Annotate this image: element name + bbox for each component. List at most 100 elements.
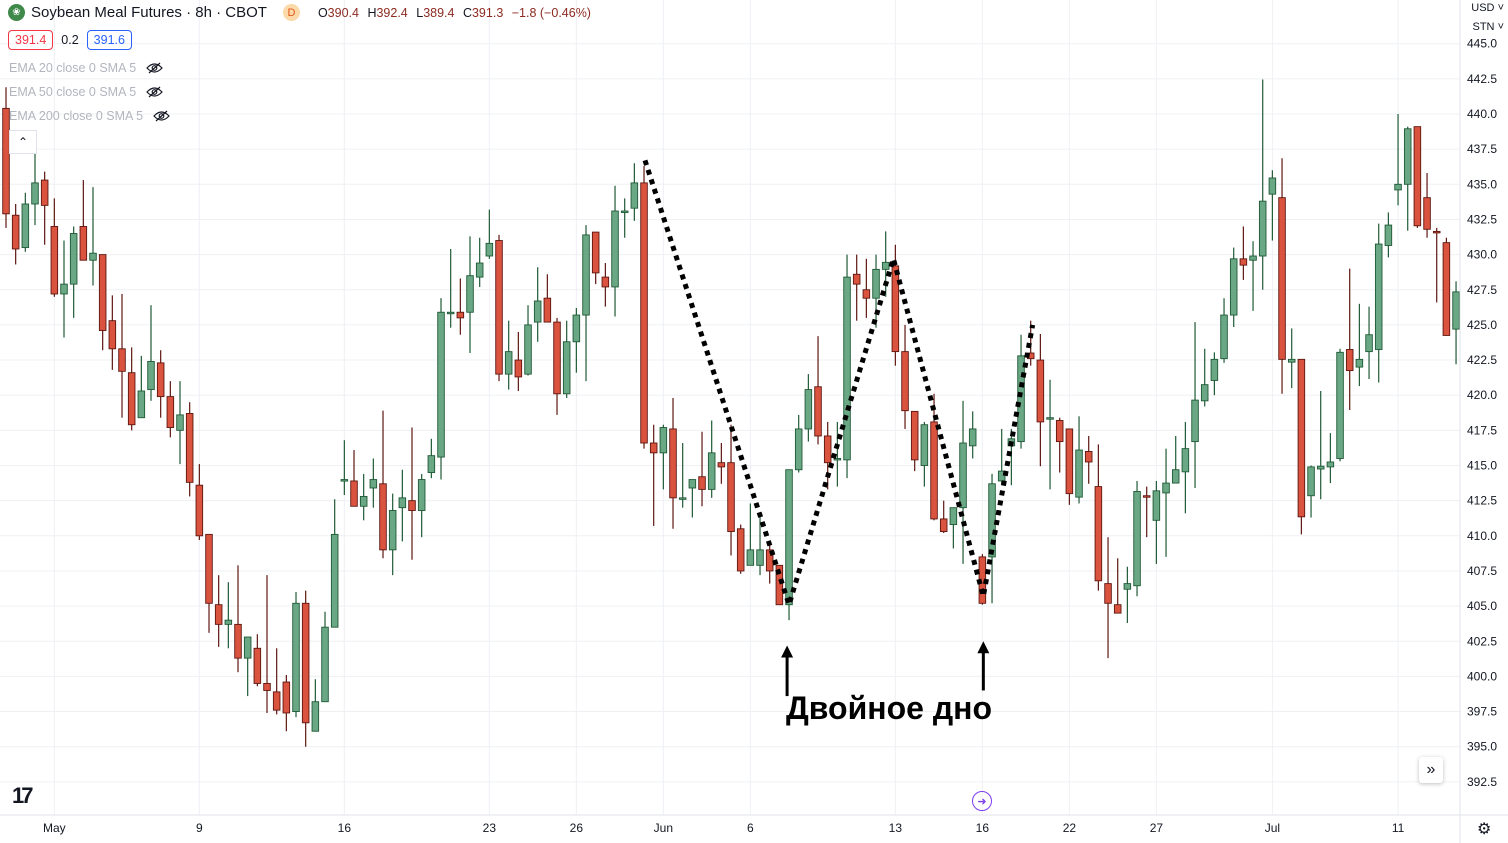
candle: [1017, 334, 1025, 449]
candle-body-down: [727, 462, 735, 533]
eye-off-icon[interactable]: [146, 62, 163, 74]
goto-realtime-icon[interactable]: ➜: [972, 791, 992, 811]
price-tick-label: 442.5: [1467, 72, 1497, 86]
candle-body-up: [1181, 448, 1190, 473]
candle-body-down: [263, 682, 271, 691]
eye-off-icon[interactable]: [153, 110, 170, 122]
candle: [1123, 566, 1132, 623]
candle: [437, 298, 445, 480]
candle: [176, 381, 184, 465]
candle: [504, 320, 513, 390]
candle: [118, 293, 126, 418]
candle-body-up: [833, 458, 842, 461]
candles: [2, 79, 1460, 747]
candle: [359, 473, 368, 521]
candle-body-up: [243, 636, 252, 659]
candle-body-up: [330, 533, 339, 628]
candle-body-up: [1287, 358, 1296, 363]
delay-badge[interactable]: D: [282, 4, 300, 21]
scroll-to-realtime-button[interactable]: »: [1419, 757, 1443, 783]
candle-body-down: [282, 681, 291, 714]
candle-body-up: [1046, 417, 1054, 420]
collapse-legend-button[interactable]: ⌃: [9, 130, 37, 154]
candle-body-down: [98, 254, 107, 331]
high-label: H: [367, 5, 377, 20]
candle-body-up: [1403, 128, 1412, 185]
candle-body-down: [1036, 359, 1045, 423]
candle: [1152, 480, 1161, 564]
price-tick-label: 395.0: [1467, 740, 1497, 754]
chevron-down-icon: ˅: [1497, 21, 1504, 33]
indicator-label: EMA 20 close 0 SMA 5: [9, 61, 137, 75]
candle-body-up: [340, 479, 349, 482]
candle: [398, 469, 407, 542]
candle: [272, 648, 281, 715]
candle: [843, 254, 851, 479]
candle: [930, 393, 938, 521]
eye-off-icon[interactable]: [146, 86, 163, 98]
candle-body-down: [408, 500, 416, 511]
candle: [11, 203, 20, 265]
indicator-ema50[interactable]: EMA 50 close 0 SMA 5: [9, 85, 163, 99]
candle-body-down: [253, 647, 262, 684]
candle-body-up: [794, 428, 803, 471]
price-tick-label: 430.0: [1467, 248, 1497, 262]
candle: [659, 424, 668, 490]
time-axis[interactable]: May 9 16 23 26 Jun 6 13 16 22 27 Jul 11: [43, 821, 1405, 835]
tradingview-logo[interactable]: 17: [12, 783, 34, 808]
candle: [698, 431, 706, 507]
candle-body-down: [543, 297, 552, 323]
buy-price-button[interactable]: 391.6: [86, 30, 132, 50]
candle-body-up: [504, 351, 513, 375]
candle-body-up: [1171, 469, 1180, 484]
candle: [1036, 334, 1045, 467]
indicator-ema200[interactable]: EMA 200 close 0 SMA 5: [9, 109, 170, 123]
candle-body-up: [1152, 490, 1161, 521]
candle-body-down: [1432, 230, 1441, 234]
price-tick-label: 420.0: [1467, 388, 1497, 402]
candle: [968, 411, 977, 459]
candle-body-up: [1336, 351, 1344, 459]
candle: [939, 500, 948, 533]
candle-body-up: [321, 626, 329, 703]
candle-body-down: [301, 602, 310, 724]
candle: [988, 473, 996, 604]
candle-body-down: [852, 273, 861, 285]
candle: [997, 428, 1006, 486]
candle: [524, 305, 532, 376]
price-tick-label: 425.0: [1467, 318, 1497, 332]
sell-price-button[interactable]: 391.4: [8, 30, 54, 50]
candle: [50, 198, 59, 297]
candle: [485, 209, 494, 259]
unit-dropdown[interactable]: STN ˅: [1473, 21, 1505, 33]
candle-body-up: [437, 311, 445, 458]
price-axis[interactable]: 445.0 442.5 440.0 437.5 435.0 432.5 430.0 427.5…: [1467, 37, 1497, 789]
candle-body-up: [475, 262, 484, 278]
candle: [746, 503, 755, 566]
candle: [804, 374, 813, 442]
candle: [1113, 558, 1122, 614]
candle-body-down: [456, 311, 465, 319]
symbol-title[interactable]: Soybean Meal Futures · 8h · CBOT: [31, 4, 267, 21]
gear-icon[interactable]: ⚙: [1477, 821, 1492, 838]
chevron-up-icon: ⌃: [17, 135, 29, 149]
price-tick-label: 402.5: [1467, 634, 1497, 648]
candle-body-up: [311, 701, 320, 732]
candle: [533, 267, 542, 342]
candle: [1326, 433, 1335, 484]
currency-dropdown[interactable]: USD ˅: [1471, 2, 1504, 14]
close-label: C: [462, 5, 472, 20]
indicator-ema20[interactable]: EMA 20 close 0 SMA 5: [9, 61, 163, 75]
candle-body-up: [611, 210, 619, 288]
spread-value: 0.2: [61, 33, 79, 47]
candle: [475, 237, 484, 287]
candle: [1268, 170, 1277, 241]
candle-body-up: [1374, 243, 1383, 350]
candle-body-down: [195, 484, 204, 537]
candle-body-down: [1278, 197, 1286, 360]
candle-body-down: [350, 480, 358, 507]
candle: [185, 402, 194, 497]
candle: [611, 185, 619, 317]
candle-body-up: [417, 479, 426, 511]
